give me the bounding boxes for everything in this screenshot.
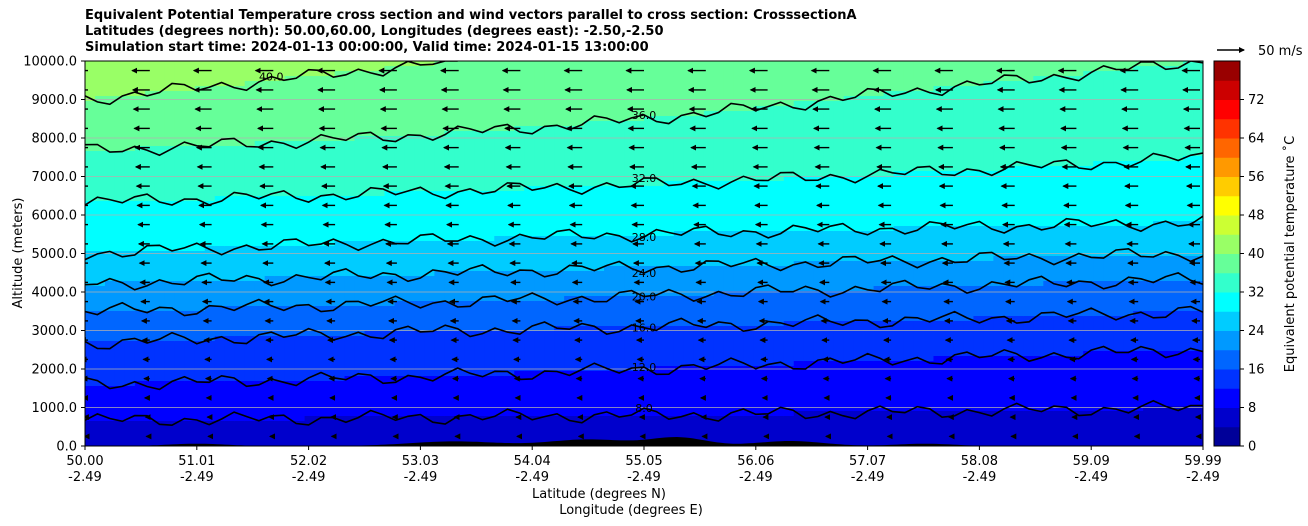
- colorbar-tick-label-8: 64: [1248, 132, 1265, 147]
- colorbar-tick-label-1: 8: [1248, 401, 1256, 416]
- x-tick-label-lon-1: -2.49: [180, 470, 214, 485]
- x-tick-label-lat-1: 51.01: [178, 454, 215, 469]
- colorbar-tick-label-2: 16: [1248, 363, 1265, 378]
- y-tick-label-7: 7000.0: [32, 170, 78, 185]
- y-axis-label: Altitude (meters): [11, 198, 26, 309]
- colorbar-tick-label-3: 24: [1248, 324, 1265, 339]
- x-tick-label-lon-7: -2.49: [851, 470, 885, 485]
- colorbar-segment: [1214, 330, 1240, 351]
- colorbar-segment: [1214, 195, 1240, 216]
- colorbar-segment: [1214, 99, 1240, 120]
- colorbar-tick-label-6: 48: [1248, 209, 1265, 224]
- x-tick-label-lon-10: -2.49: [1186, 470, 1220, 485]
- colorbar-segment: [1214, 176, 1240, 197]
- contour-label-8.0: 8.0: [635, 402, 653, 415]
- chart-title-line-1: Equivalent Potential Temperature cross s…: [85, 8, 857, 23]
- contour-label-24.0: 24.0: [632, 267, 657, 280]
- colorbar-segment: [1214, 138, 1240, 158]
- x-axis-label-longitude: Longitude (degrees E): [559, 503, 703, 518]
- x-tick-label-lon-2: -2.49: [292, 470, 326, 485]
- contour-label-16.0: 16.0: [632, 322, 657, 335]
- colorbar-label: Equivalent potential temperature ˚C: [1282, 136, 1298, 372]
- contour-line-16.0: [85, 305, 1203, 350]
- x-axis-label-latitude: Latitude (degrees N): [532, 487, 666, 502]
- y-tick-label-3: 3000.0: [32, 324, 78, 339]
- colorbar-tick-label-0: 0: [1248, 440, 1256, 455]
- contour-line-36.0: [85, 61, 1203, 157]
- contour-label-32.0: 32.0: [632, 172, 657, 185]
- x-tick-label-lat-2: 52.02: [290, 454, 327, 469]
- contour-line-20.0: [85, 272, 1203, 317]
- contour-line-24.0: [85, 247, 1203, 291]
- x-tick-label-lat-8: 58.08: [961, 454, 998, 469]
- colorbar-segment: [1214, 253, 1240, 274]
- terrain-silhouette: [85, 437, 1203, 446]
- x-tick-label-lon-5: -2.49: [627, 470, 661, 485]
- y-tick-label-2: 2000.0: [32, 363, 78, 378]
- y-tick-label-4: 4000.0: [32, 286, 78, 301]
- colorbar-tick-label-4: 32: [1248, 286, 1265, 301]
- x-tick-label-lon-3: -2.49: [404, 470, 438, 485]
- contour-line-28.0: [85, 215, 1203, 261]
- colorbar-segment: [1214, 369, 1240, 389]
- colorbar-tick-label-9: 72: [1248, 93, 1265, 108]
- colorbar-segment: [1214, 388, 1240, 408]
- colorbar-segment: [1214, 407, 1240, 428]
- colorbar-segment: [1214, 118, 1240, 139]
- y-tick-label-8: 8000.0: [32, 132, 78, 147]
- x-tick-label-lat-3: 53.03: [402, 454, 439, 469]
- x-tick-label-lat-6: 56.06: [737, 454, 774, 469]
- colorbar-segment: [1214, 80, 1240, 100]
- x-tick-label-lat-4: 54.04: [514, 454, 551, 469]
- colorbar-segment: [1214, 311, 1240, 331]
- contour-label-36.0: 36.0: [632, 109, 657, 122]
- colorbar-tick-label-5: 40: [1248, 247, 1265, 262]
- x-tick-label-lat-9: 59.09: [1073, 454, 1110, 469]
- colorbar-segment: [1214, 234, 1240, 254]
- colorbar-segment: [1214, 292, 1240, 312]
- x-tick-label-lat-10: 59.99: [1184, 454, 1221, 469]
- x-tick-label-lat-7: 57.07: [849, 454, 886, 469]
- y-tick-label-10: 10000.0: [23, 55, 77, 70]
- y-tick-label-5: 5000.0: [32, 247, 78, 262]
- colorbar-segment: [1214, 272, 1240, 293]
- x-tick-label-lon-6: -2.49: [739, 470, 773, 485]
- x-tick-label-lon-8: -2.49: [963, 470, 997, 485]
- x-tick-label-lat-0: 50.00: [66, 454, 103, 469]
- contour-label-12.0: 12.0: [632, 361, 657, 374]
- colorbar-segment: [1214, 61, 1240, 81]
- x-tick-label-lon-9: -2.49: [1074, 470, 1108, 485]
- quiver-key-label: 50 m/s: [1258, 44, 1303, 59]
- contour-label-40.0: 40.0: [259, 71, 284, 84]
- contour-label-28.0: 28.0: [632, 231, 657, 244]
- y-tick-label-0: 0.0: [56, 440, 77, 455]
- y-tick-label-1: 1000.0: [32, 401, 78, 416]
- y-tick-label-6: 6000.0: [32, 209, 78, 224]
- y-tick-label-9: 9000.0: [32, 93, 78, 108]
- colorbar-segment: [1214, 426, 1240, 447]
- contour-line-32.0: [85, 152, 1203, 206]
- x-tick-label-lon-4: -2.49: [515, 470, 549, 485]
- colorbar-segment: [1214, 349, 1240, 370]
- chart-title-line-2: Latitudes (degrees north): 50.00,60.00, …: [85, 24, 664, 39]
- x-tick-label-lat-5: 55.05: [625, 454, 662, 469]
- colorbar-segment: [1214, 157, 1240, 177]
- chart-title-line-3: Simulation start time: 2024-01-13 00:00:…: [85, 40, 649, 55]
- colorbar-segment: [1214, 215, 1240, 235]
- x-tick-label-lon-0: -2.49: [68, 470, 102, 485]
- colorbar-tick-label-7: 56: [1248, 170, 1265, 185]
- contour-line-40.0: [85, 61, 458, 106]
